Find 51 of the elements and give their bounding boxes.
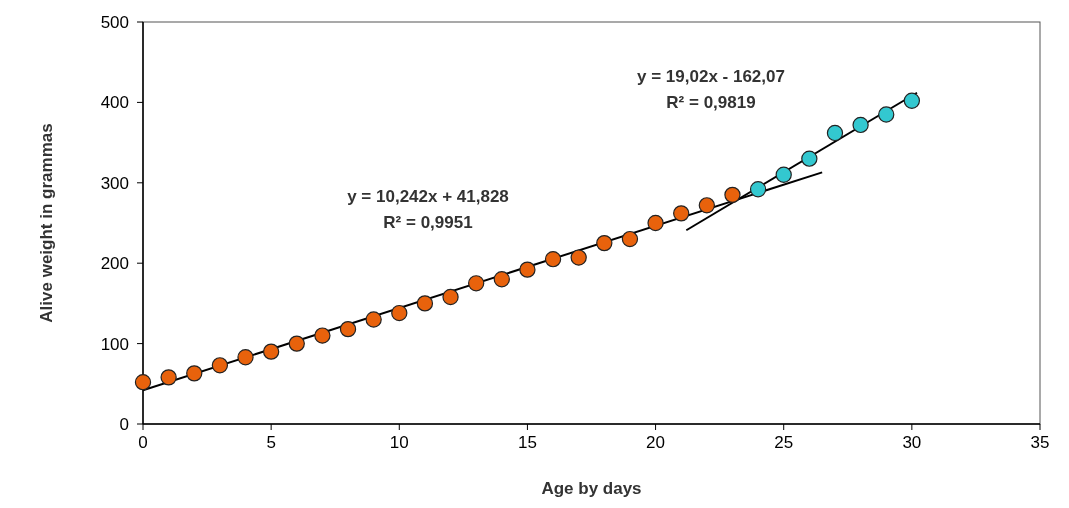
- point: [365, 311, 382, 328]
- y-tick-label: 100: [100, 334, 129, 354]
- y-tick-label: 300: [100, 173, 129, 193]
- point: [673, 205, 690, 222]
- y-tick-label: 0: [119, 415, 129, 434]
- point: [903, 92, 921, 109]
- point: [852, 116, 869, 134]
- point: [442, 288, 459, 306]
- point: [596, 234, 613, 252]
- x-tick-label: 35: [1030, 433, 1050, 452]
- point: [493, 271, 510, 288]
- y-tick-label: 400: [100, 93, 129, 113]
- x-tick-label: 25: [774, 433, 794, 452]
- annotation: R² = 0,9819: [666, 93, 756, 112]
- point: [698, 197, 715, 214]
- point: [826, 124, 844, 142]
- point: [801, 150, 818, 167]
- x-tick-label: 20: [646, 433, 666, 452]
- x-tick-label: 30: [902, 433, 922, 452]
- point: [160, 369, 177, 386]
- point: [570, 249, 587, 266]
- annotation: y = 10,242x + 41,828: [347, 187, 509, 206]
- y-tick-label: 500: [100, 13, 129, 32]
- point: [314, 327, 331, 344]
- x-axis-title: Age by days: [541, 479, 642, 498]
- x-tick-label: 0: [138, 433, 148, 452]
- point: [775, 166, 792, 183]
- point: [724, 186, 741, 204]
- point: [134, 374, 152, 391]
- point: [519, 261, 536, 278]
- point: [288, 335, 305, 352]
- annotation: y = 19,02x - 162,07: [637, 67, 785, 86]
- point: [647, 214, 664, 232]
- point: [468, 275, 485, 292]
- point: [544, 251, 562, 268]
- point: [211, 357, 229, 374]
- point: [416, 295, 434, 312]
- point: [878, 106, 895, 123]
- y-axis-title: Alive weight in grammas: [37, 123, 56, 323]
- point: [339, 320, 357, 338]
- x-tick-label: 15: [517, 433, 537, 452]
- x-tick-label: 10: [389, 433, 409, 452]
- point: [749, 181, 767, 198]
- annotation: R² = 0,9951: [383, 213, 473, 232]
- point: [391, 304, 408, 322]
- y-tick-label: 200: [100, 254, 129, 274]
- point: [621, 230, 639, 248]
- point: [186, 365, 203, 382]
- x-tick-label: 5: [266, 433, 276, 452]
- point: [262, 343, 280, 360]
- point: [237, 349, 254, 366]
